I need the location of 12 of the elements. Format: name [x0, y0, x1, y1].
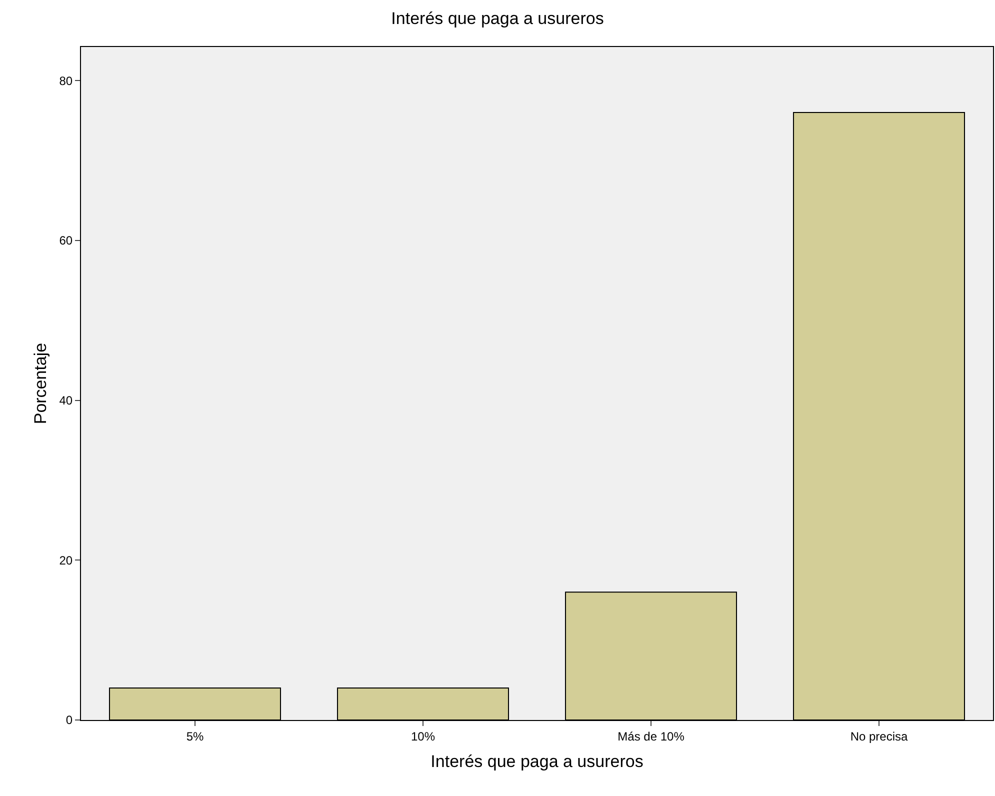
x-tick-label: Más de 10%	[618, 729, 685, 744]
x-axis-title: Interés que paga a usureros	[430, 752, 644, 771]
y-tick-label: 20	[59, 553, 73, 568]
x-tick-label: 10%	[410, 729, 436, 744]
y-tick-label: 60	[59, 234, 73, 248]
x-tick-label: No precisa	[850, 729, 908, 744]
x-tick-label: 5%	[186, 729, 204, 744]
y-tick-label: 0	[66, 713, 73, 728]
chart-title: Interés que paga a usureros	[391, 8, 604, 28]
y-axis-title: Porcentaje	[30, 342, 50, 424]
y-tick-label: 40	[59, 393, 73, 408]
y-tick-label: 80	[59, 74, 73, 88]
